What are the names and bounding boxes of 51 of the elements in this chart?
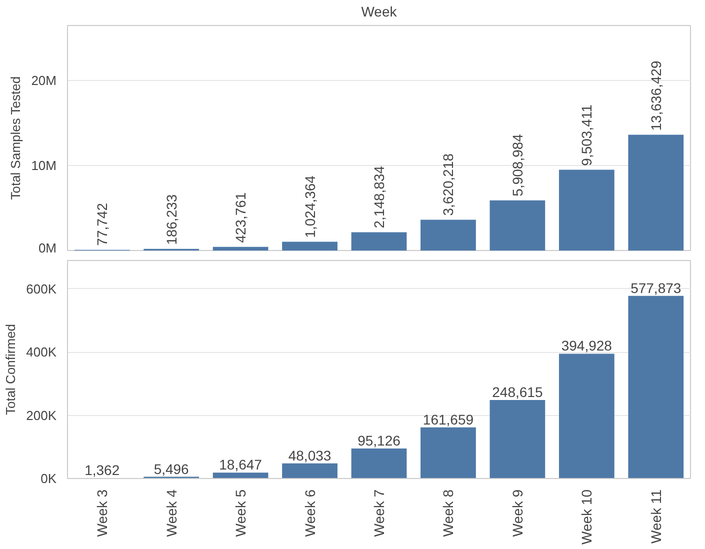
y-tick-label: 0M xyxy=(38,240,57,256)
bar xyxy=(628,296,684,478)
x-tick-label: Week 8 xyxy=(440,489,456,537)
data-label: 5,496 xyxy=(154,460,190,477)
data-label: 423,761 xyxy=(232,192,249,243)
data-label: 48,033 xyxy=(288,447,332,464)
bar xyxy=(628,134,684,250)
bar xyxy=(558,170,614,250)
data-label: 13,636,429 xyxy=(648,60,664,131)
data-label: 248,615 xyxy=(492,384,543,400)
data-label: 577,873 xyxy=(630,280,682,296)
bar xyxy=(420,427,476,478)
y-tick-label: 20M xyxy=(31,73,57,88)
bar xyxy=(351,232,407,250)
bar xyxy=(282,463,338,478)
data-label: 2,148,834 xyxy=(371,166,387,228)
data-label: 186,233 xyxy=(163,194,180,245)
data-label: 1,024,364 xyxy=(302,175,318,238)
y-tick-label: 200K xyxy=(26,408,57,423)
y-axis-title: Total Samples Tested xyxy=(8,76,24,200)
bar xyxy=(420,220,476,250)
x-axis-title: Week xyxy=(361,4,398,20)
bar xyxy=(212,246,268,250)
x-tick-label: Week 11 xyxy=(648,489,664,544)
bar xyxy=(490,400,546,478)
x-tick-label: Week 10 xyxy=(578,489,595,544)
data-label: 394,928 xyxy=(561,338,612,354)
y-axis-title: Total Confirmed xyxy=(3,324,18,416)
data-label: 95,126 xyxy=(358,432,401,448)
data-label: 5,908,984 xyxy=(509,134,526,196)
data-label: 161,659 xyxy=(422,411,474,428)
data-label: 9,503,411 xyxy=(578,104,595,166)
x-tick-label: Week 9 xyxy=(509,489,526,537)
data-label: 77,742 xyxy=(94,202,110,246)
y-tick-label: 0K xyxy=(40,471,57,486)
y-tick-label: 400K xyxy=(26,344,57,360)
x-tick-label: Week 4 xyxy=(163,489,180,537)
data-label: 1,362 xyxy=(84,462,120,478)
y-tick-label: 600K xyxy=(26,281,57,296)
bar xyxy=(282,242,338,250)
bar xyxy=(490,200,546,250)
bar xyxy=(558,354,614,478)
x-tick-label: Week 6 xyxy=(302,489,318,537)
x-tick-label: Week 5 xyxy=(232,489,249,537)
x-tick-label: Week 3 xyxy=(94,489,110,537)
data-label: 18,647 xyxy=(219,456,262,473)
data-label: 3,620,218 xyxy=(440,153,456,216)
x-tick-label: Week 7 xyxy=(371,489,387,537)
y-tick-label: 10M xyxy=(31,158,57,174)
bar xyxy=(212,472,268,478)
bar xyxy=(351,448,407,478)
